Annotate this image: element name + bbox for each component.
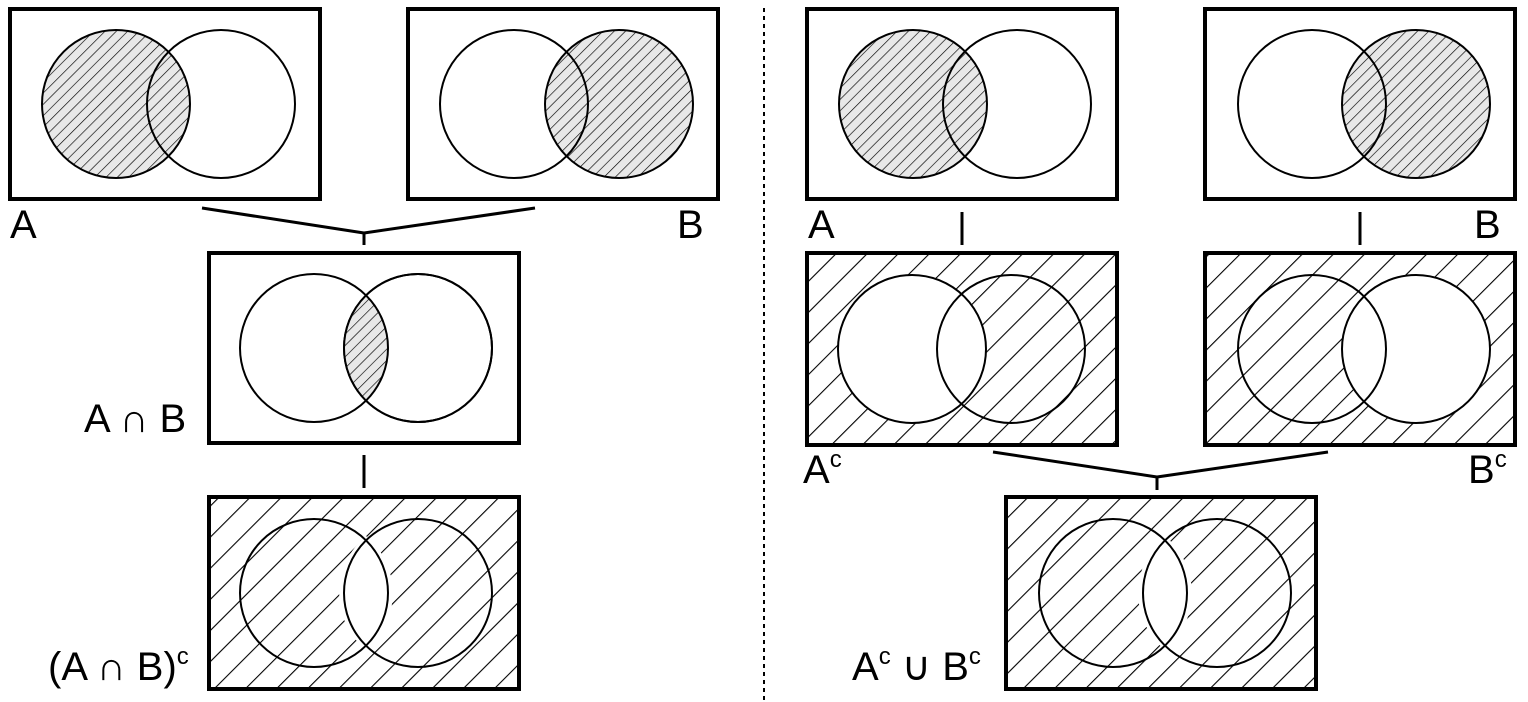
connector-complements-to-union bbox=[992, 450, 1329, 490]
circle-b-outline bbox=[146, 29, 296, 179]
venn-box-a-left bbox=[8, 7, 322, 201]
venn-box-b-right bbox=[1203, 7, 1517, 201]
circle-a-shaded bbox=[41, 29, 191, 179]
label-set-a-right: A bbox=[808, 203, 835, 247]
venn-box-intersection-complement bbox=[207, 495, 521, 691]
circle-b-outline bbox=[343, 273, 493, 423]
circle-b-shaded bbox=[1341, 29, 1491, 179]
label-intersection: A ∩ B bbox=[84, 397, 186, 441]
label-set-b-right: B bbox=[1474, 203, 1501, 247]
connector-ab-to-intersection bbox=[201, 206, 536, 245]
circle-b-outline bbox=[936, 274, 1086, 424]
circle-a-outline bbox=[239, 273, 389, 423]
circle-b-outline bbox=[343, 518, 493, 668]
label-union-of-complements: Ac ∪ Bc bbox=[852, 643, 981, 689]
label-b-complement: Bc bbox=[1468, 446, 1507, 492]
circle-a-outline bbox=[837, 274, 987, 424]
circle-a-outline bbox=[439, 29, 589, 179]
label-intersection-complement: (A ∩ B)c bbox=[48, 643, 189, 689]
circle-a-outline bbox=[1038, 518, 1188, 668]
venn-box-a-complement bbox=[805, 251, 1119, 447]
circle-b-outline bbox=[1341, 274, 1491, 424]
circle-b-outline bbox=[1142, 518, 1292, 668]
circle-a-outline bbox=[239, 518, 389, 668]
label-a-complement: Ac bbox=[803, 446, 842, 492]
venn-box-b-complement bbox=[1203, 251, 1517, 447]
label-set-b-left: B bbox=[677, 203, 704, 247]
circle-b-shaded bbox=[544, 29, 694, 179]
intersection-region-unshaded bbox=[1138, 536, 1192, 650]
circle-b-outline bbox=[942, 29, 1092, 179]
venn-box-union-of-complements bbox=[1004, 495, 1318, 691]
venn-box-b-left bbox=[406, 7, 720, 201]
circle-a-shaded bbox=[838, 29, 988, 179]
circle-b-unshaded bbox=[1342, 275, 1490, 423]
circle-a-unshaded bbox=[838, 275, 986, 423]
label-set-a-left: A bbox=[10, 203, 37, 247]
venn-box-a-right bbox=[805, 7, 1119, 201]
intersection-region-unshaded bbox=[339, 536, 393, 650]
venn-box-intersection bbox=[207, 251, 521, 445]
circle-a-outline bbox=[1237, 29, 1387, 179]
circle-a-outline bbox=[1237, 274, 1387, 424]
